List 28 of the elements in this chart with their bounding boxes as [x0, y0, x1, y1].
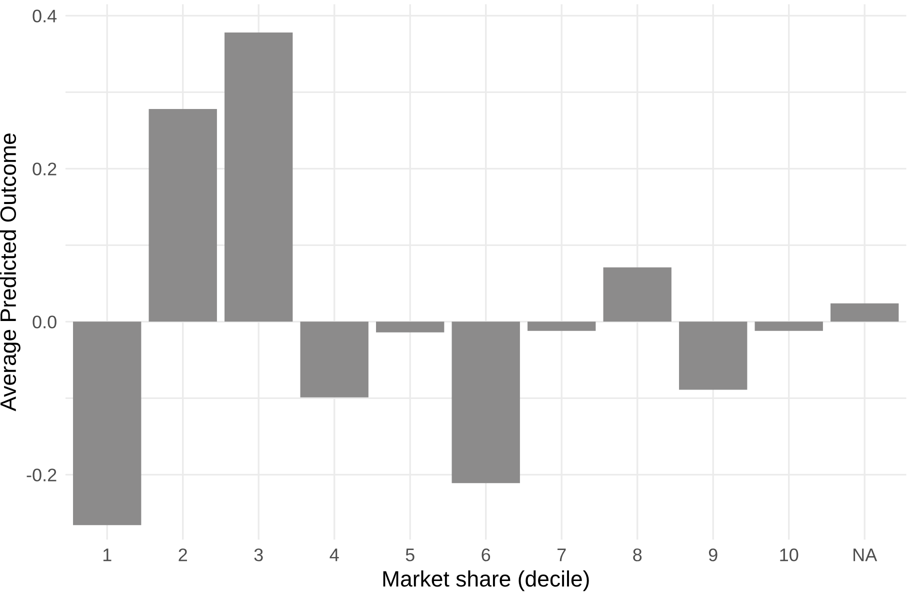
x-tick-label: NA	[854, 548, 878, 562]
bar	[679, 322, 748, 390]
bar	[452, 322, 520, 484]
x-tick-label: 8	[633, 548, 642, 562]
y-tick-label: -0.2	[26, 468, 56, 482]
x-tick-label: 10	[780, 548, 798, 562]
x-tick-label: 4	[330, 548, 339, 562]
x-tick-label: 7	[558, 548, 566, 562]
bar	[73, 322, 142, 526]
x-tick-label: 5	[406, 548, 414, 562]
bar	[376, 322, 444, 332]
bar	[603, 267, 672, 322]
x-tick-label: 3	[254, 548, 263, 562]
x-axis-title: Market share (decile)	[383, 570, 589, 592]
y-tick-label: 0.2	[32, 162, 56, 176]
y-tick-label: 0.4	[32, 10, 57, 22]
y-tick-label: 0.0	[32, 316, 56, 328]
bar	[754, 322, 823, 331]
bar	[528, 322, 596, 331]
x-tick-label: 9	[708, 548, 718, 562]
x-tick-label: 1	[103, 548, 112, 562]
y-axis-title: Average Predicted Outcome	[0, 134, 20, 412]
x-tick-label: 2	[178, 548, 187, 562]
x-tick-label: 6	[482, 548, 490, 562]
bar	[830, 303, 899, 322]
bar	[300, 322, 368, 398]
bar	[148, 109, 217, 322]
bar	[224, 32, 293, 322]
